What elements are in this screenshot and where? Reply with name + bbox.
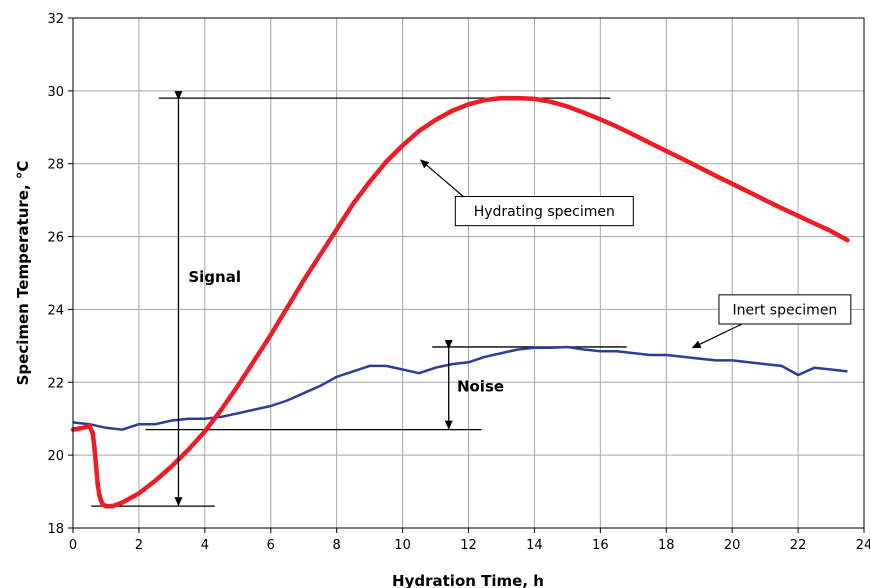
- hydrating-data-point: [93, 463, 99, 469]
- hydrating-data-point: [98, 498, 104, 504]
- hydrating-callout-label: Hydrating specimen: [474, 204, 615, 220]
- plot-border: [72, 17, 865, 529]
- inert-callout-box: [718, 294, 852, 325]
- x-tick-label: 18: [658, 538, 675, 553]
- x-tick-label: 8: [333, 538, 341, 553]
- x-axis-title: Hydration Time, h: [392, 572, 544, 588]
- hydrating-data-point: [90, 430, 96, 436]
- hydrating-data-point: [103, 503, 109, 509]
- signal-label: Signal: [188, 268, 241, 286]
- y-tick-label: 22: [47, 376, 64, 391]
- inert-callout-arrow: [691, 323, 743, 349]
- y-tick-label: 26: [47, 231, 64, 246]
- y-tick-label: 28: [47, 158, 64, 173]
- series-layer: [70, 95, 850, 509]
- x-tick-label: 20: [724, 538, 741, 553]
- x-tick-label: 24: [856, 538, 870, 553]
- annotation-layer: Signal Noise Hydrating specimen Inert speci…: [174, 91, 852, 507]
- x-tick-label: 2: [135, 538, 143, 553]
- hydrating-data-point: [92, 445, 97, 451]
- x-tick-label: 14: [526, 538, 543, 553]
- hydrating-callout-box: [454, 196, 634, 227]
- y-tick-label: 32: [47, 12, 64, 27]
- hydrating-callout-arrow: [419, 159, 464, 197]
- y-axis-title: Specimen Temperature, °C: [14, 161, 32, 386]
- noise-label: Noise: [457, 377, 504, 395]
- inert-callout-label: Inert specimen: [732, 302, 837, 318]
- x-tick-label: 6: [267, 538, 275, 553]
- x-tick-label: 10: [394, 538, 411, 553]
- hydrating-data-point: [95, 481, 101, 487]
- y-tick-label: 20: [47, 449, 64, 464]
- y-tick-label: 18: [47, 522, 64, 537]
- x-tick-label: 4: [201, 538, 209, 553]
- x-tick-label: 22: [790, 538, 807, 553]
- x-tick-label: 16: [592, 538, 609, 553]
- x-tick-label: 12: [460, 538, 477, 553]
- grid: [72, 17, 865, 529]
- y-tick-label: 24: [47, 303, 64, 318]
- hydrating-data-point: [87, 423, 92, 429]
- inert-specimen-line: [72, 345, 848, 431]
- y-tick-label: 30: [47, 85, 64, 100]
- hydrating-data-point: [96, 492, 102, 498]
- x-tick-label: 0: [69, 538, 77, 553]
